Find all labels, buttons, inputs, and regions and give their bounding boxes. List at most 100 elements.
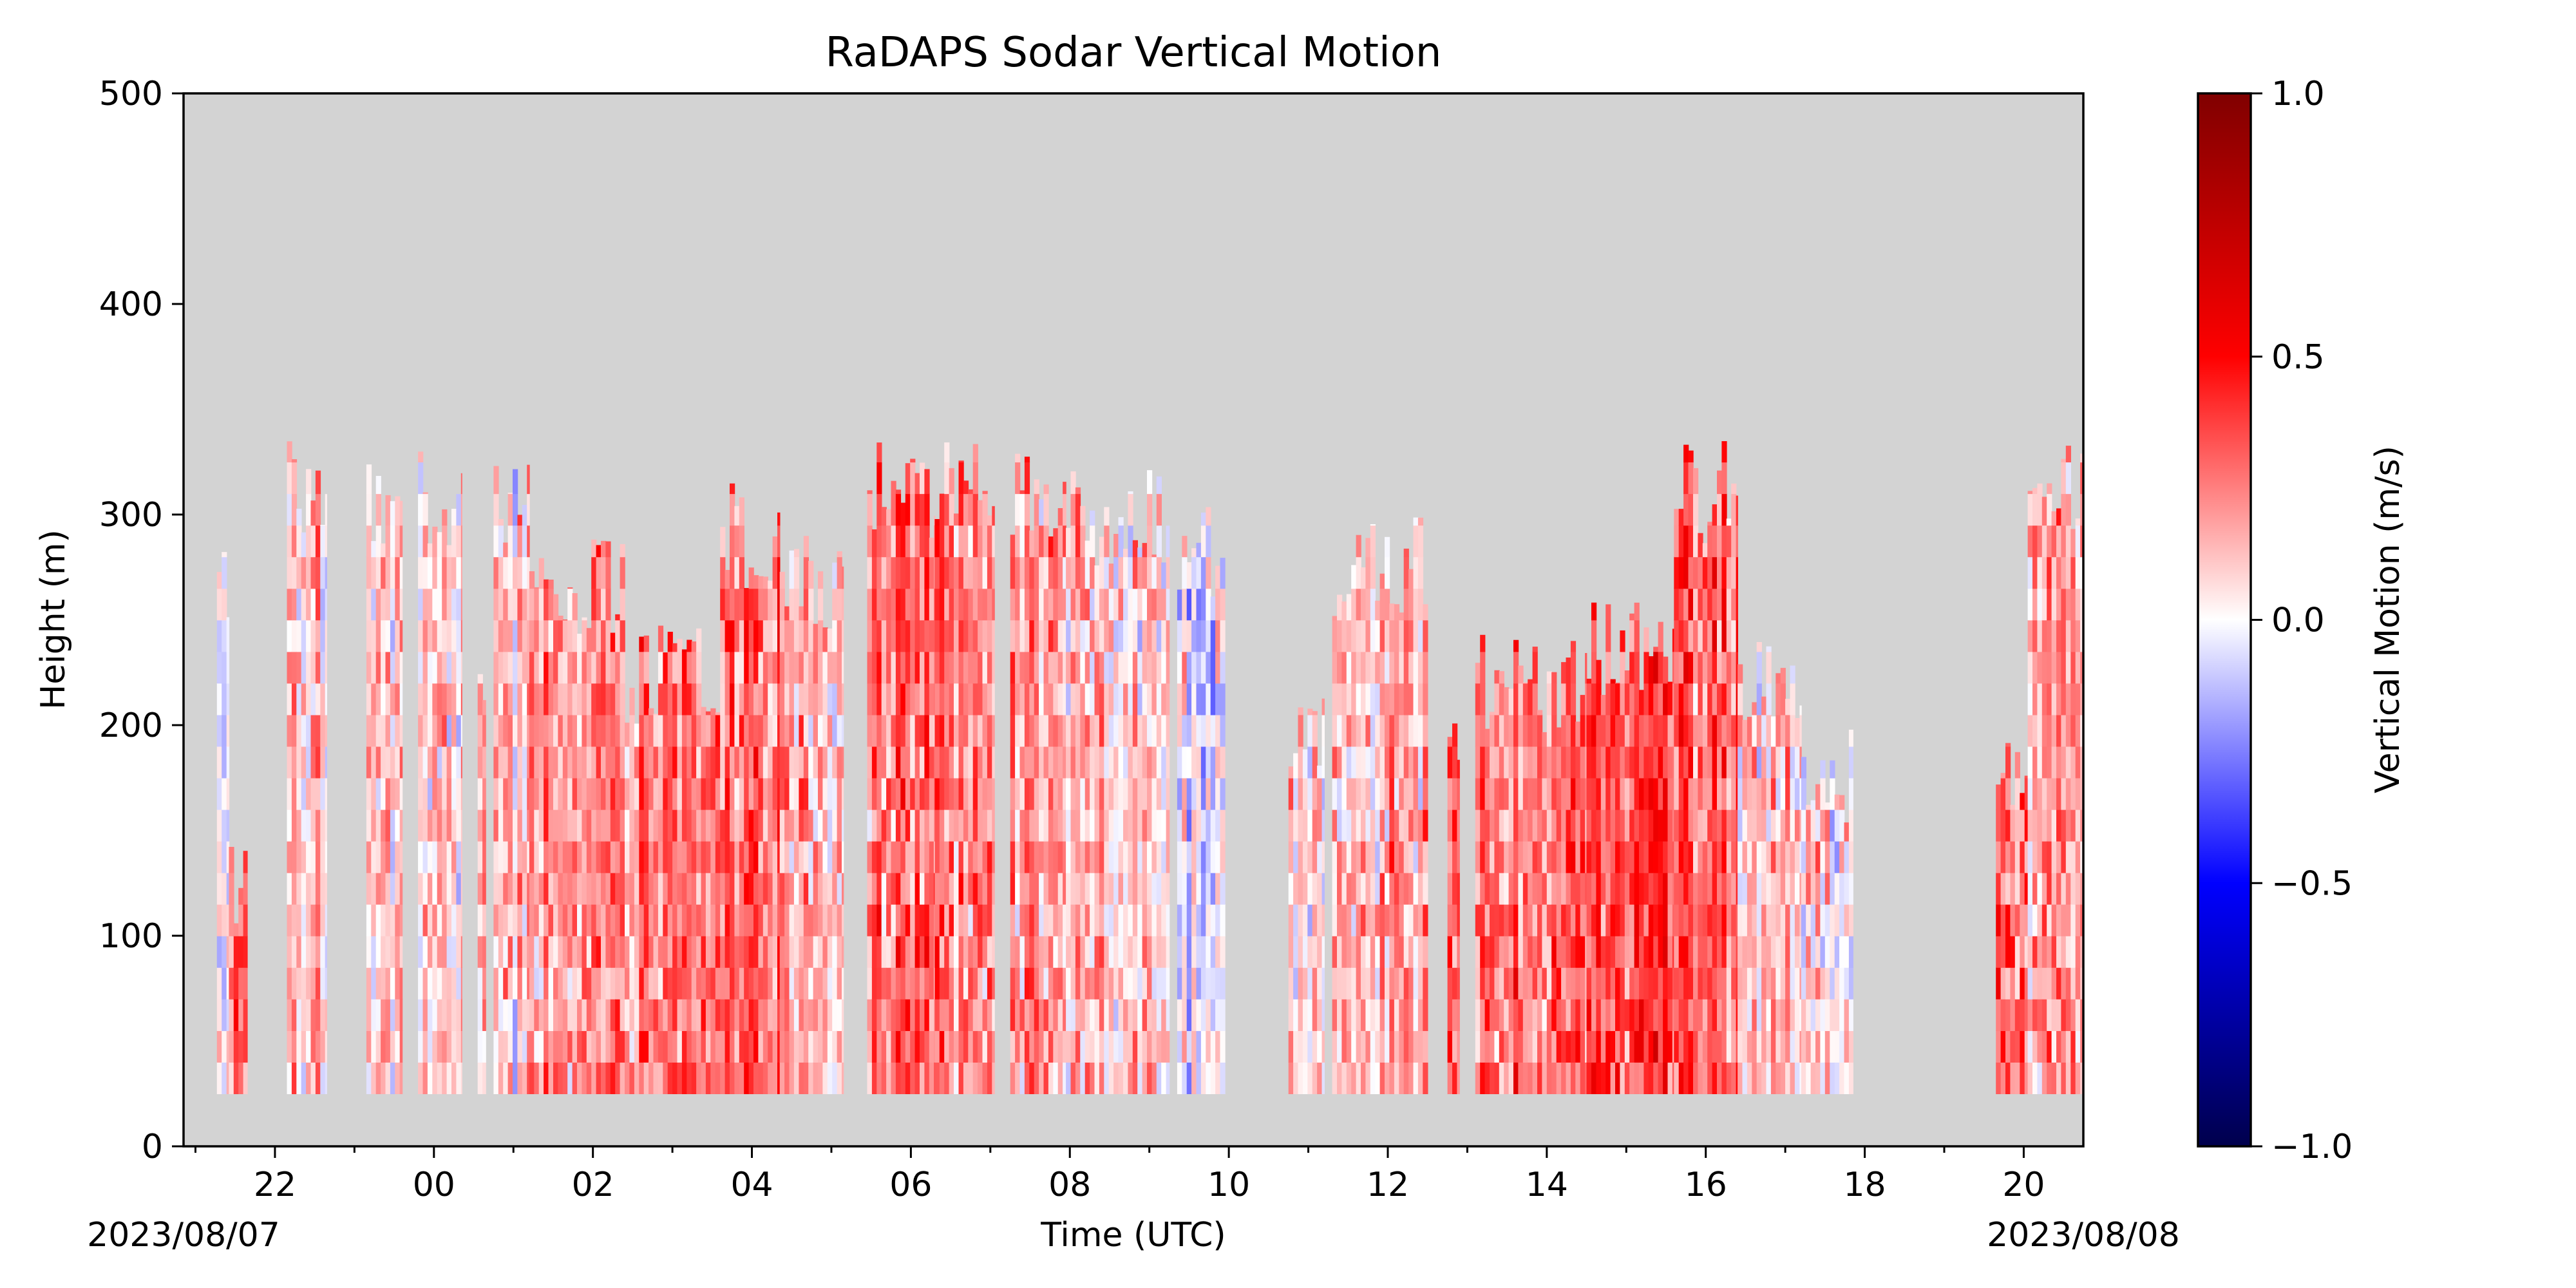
heatmap-cell	[315, 999, 321, 1031]
heatmap-cell	[1585, 840, 1587, 873]
heatmap-cell	[687, 999, 692, 1031]
heatmap-cell	[366, 620, 372, 652]
heatmap-cell	[1738, 683, 1743, 715]
heatmap-cell	[222, 651, 227, 684]
heatmap-cell	[1499, 936, 1504, 968]
heatmap-cell	[1156, 777, 1162, 810]
heatmap-cell	[2014, 936, 2020, 968]
heatmap-cell	[399, 500, 403, 526]
heatmap-cell	[1566, 777, 1571, 810]
heatmap-cell	[375, 588, 381, 621]
heatmap-cell	[1370, 1030, 1376, 1063]
heatmap-cell	[867, 777, 873, 810]
heatmap-cell	[842, 904, 844, 936]
heatmap-cell	[1048, 872, 1054, 905]
heatmap-cell	[1039, 683, 1045, 715]
heatmap-cell	[643, 809, 649, 842]
heatmap-cell	[762, 620, 768, 652]
heatmap-cell	[548, 840, 554, 873]
heatmap-cell	[1653, 904, 1659, 936]
heatmap-cell	[987, 515, 993, 526]
heatmap-cell	[1084, 809, 1090, 842]
heatmap-cell	[517, 840, 523, 873]
heatmap-cell	[558, 904, 564, 936]
heatmap-cell	[972, 1030, 978, 1063]
heatmap-cell	[586, 1062, 592, 1094]
heatmap-cell	[1663, 967, 1669, 999]
heatmap-cell	[784, 683, 790, 715]
heatmap-cell	[385, 556, 391, 589]
heatmap-cell	[1790, 840, 1795, 873]
heatmap-cell	[1815, 872, 1821, 905]
heatmap-cell	[1480, 872, 1486, 905]
heatmap-cell	[696, 1062, 702, 1094]
heatmap-cell	[1996, 1062, 2002, 1094]
heatmap-cell	[1726, 588, 1732, 621]
heatmap-cell	[982, 1062, 988, 1094]
heatmap-cell	[1658, 904, 1663, 936]
heatmap-cell	[822, 777, 828, 810]
heatmap-cell	[663, 936, 668, 968]
heatmap-cell	[456, 525, 462, 558]
heatmap-cell	[395, 620, 401, 652]
heatmap-cell	[1341, 1062, 1347, 1094]
heatmap-cell	[1365, 620, 1371, 652]
heatmap-cell	[1399, 872, 1405, 905]
heatmap-cell	[399, 746, 403, 779]
heatmap-cell	[1776, 840, 1781, 873]
heatmap-cell	[1580, 777, 1586, 810]
heatmap-cell	[1182, 872, 1188, 905]
heatmap-cell	[1166, 683, 1170, 715]
heatmap-cell	[1128, 936, 1133, 968]
heatmap-cell	[881, 1030, 887, 1063]
heatmap-cell	[527, 999, 530, 1031]
heatmap-cell	[1113, 651, 1119, 684]
heatmap-cell	[1094, 714, 1100, 747]
heatmap-cell	[513, 872, 518, 905]
heatmap-cell	[1799, 840, 1802, 873]
heatmap-cell	[1600, 746, 1606, 779]
heatmap-cell	[832, 620, 838, 652]
heatmap-cell	[385, 999, 391, 1031]
heatmap-cell	[503, 809, 509, 842]
heatmap-cell	[1408, 1030, 1414, 1063]
heatmap-cell	[1210, 746, 1216, 779]
heatmap-cell	[954, 746, 960, 779]
heatmap-cell	[1546, 967, 1552, 999]
heatmap-cell	[1615, 683, 1621, 715]
heatmap-cell	[442, 840, 448, 873]
heatmap-cell	[1785, 999, 1791, 1031]
heatmap-cell	[2000, 936, 2006, 968]
heatmap-cell	[325, 904, 327, 936]
heatmap-cell	[842, 872, 844, 905]
heatmap-cell	[1624, 967, 1630, 999]
heatmap-cell	[934, 683, 936, 715]
heatmap-cell	[1586, 714, 1592, 747]
heatmap-cell	[934, 936, 940, 968]
heatmap-cell	[871, 936, 878, 968]
heatmap-cell	[639, 967, 645, 999]
heatmap-cell	[842, 936, 844, 968]
heatmap-cell	[1528, 840, 1533, 873]
heatmap-cell	[1053, 651, 1059, 684]
heatmap-cell	[418, 999, 424, 1031]
heatmap-cell	[914, 777, 920, 810]
heatmap-cell	[1075, 777, 1081, 810]
heatmap-cell	[325, 840, 327, 873]
heatmap-cell	[1417, 525, 1424, 558]
heatmap-cell	[534, 651, 540, 684]
heatmap-cell	[1513, 639, 1519, 652]
heatmap-cell	[1191, 548, 1197, 558]
heatmap-cell	[1196, 809, 1202, 842]
heatmap-cell	[1132, 540, 1138, 558]
heatmap-cell	[1399, 1030, 1405, 1063]
heatmap-cell	[978, 683, 983, 715]
heatmap-cell	[522, 714, 527, 747]
heatmap-cell	[1629, 620, 1635, 652]
heatmap-cell	[1610, 967, 1616, 999]
heatmap-cell	[558, 840, 564, 873]
heatmap-cell	[1600, 1030, 1606, 1063]
heatmap-cell	[596, 967, 601, 999]
heatmap-cell	[1839, 1030, 1845, 1063]
heatmap-cell	[1302, 809, 1309, 842]
